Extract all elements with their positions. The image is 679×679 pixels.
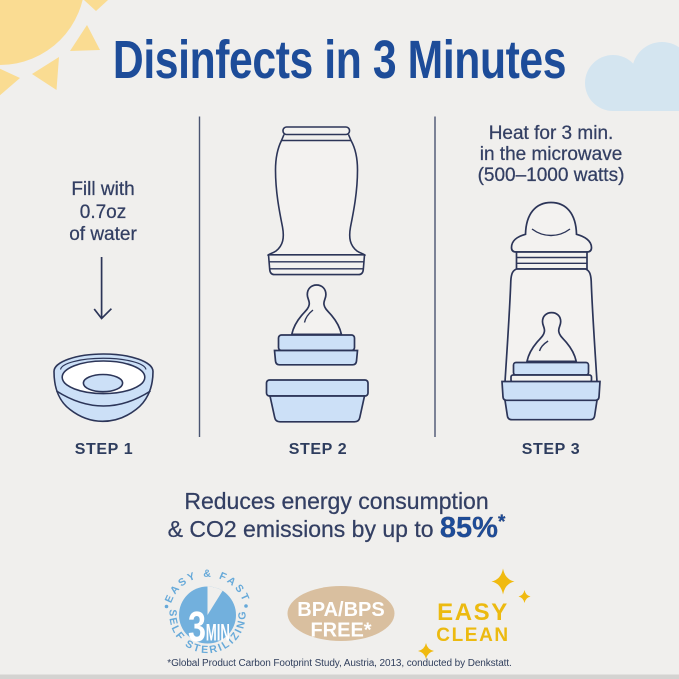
svg-text:3: 3 [188,603,206,650]
svg-text:BPA/BPS: BPA/BPS [297,599,384,621]
svg-text:FREE*: FREE* [310,620,371,642]
svg-text:MIN: MIN [206,619,230,646]
